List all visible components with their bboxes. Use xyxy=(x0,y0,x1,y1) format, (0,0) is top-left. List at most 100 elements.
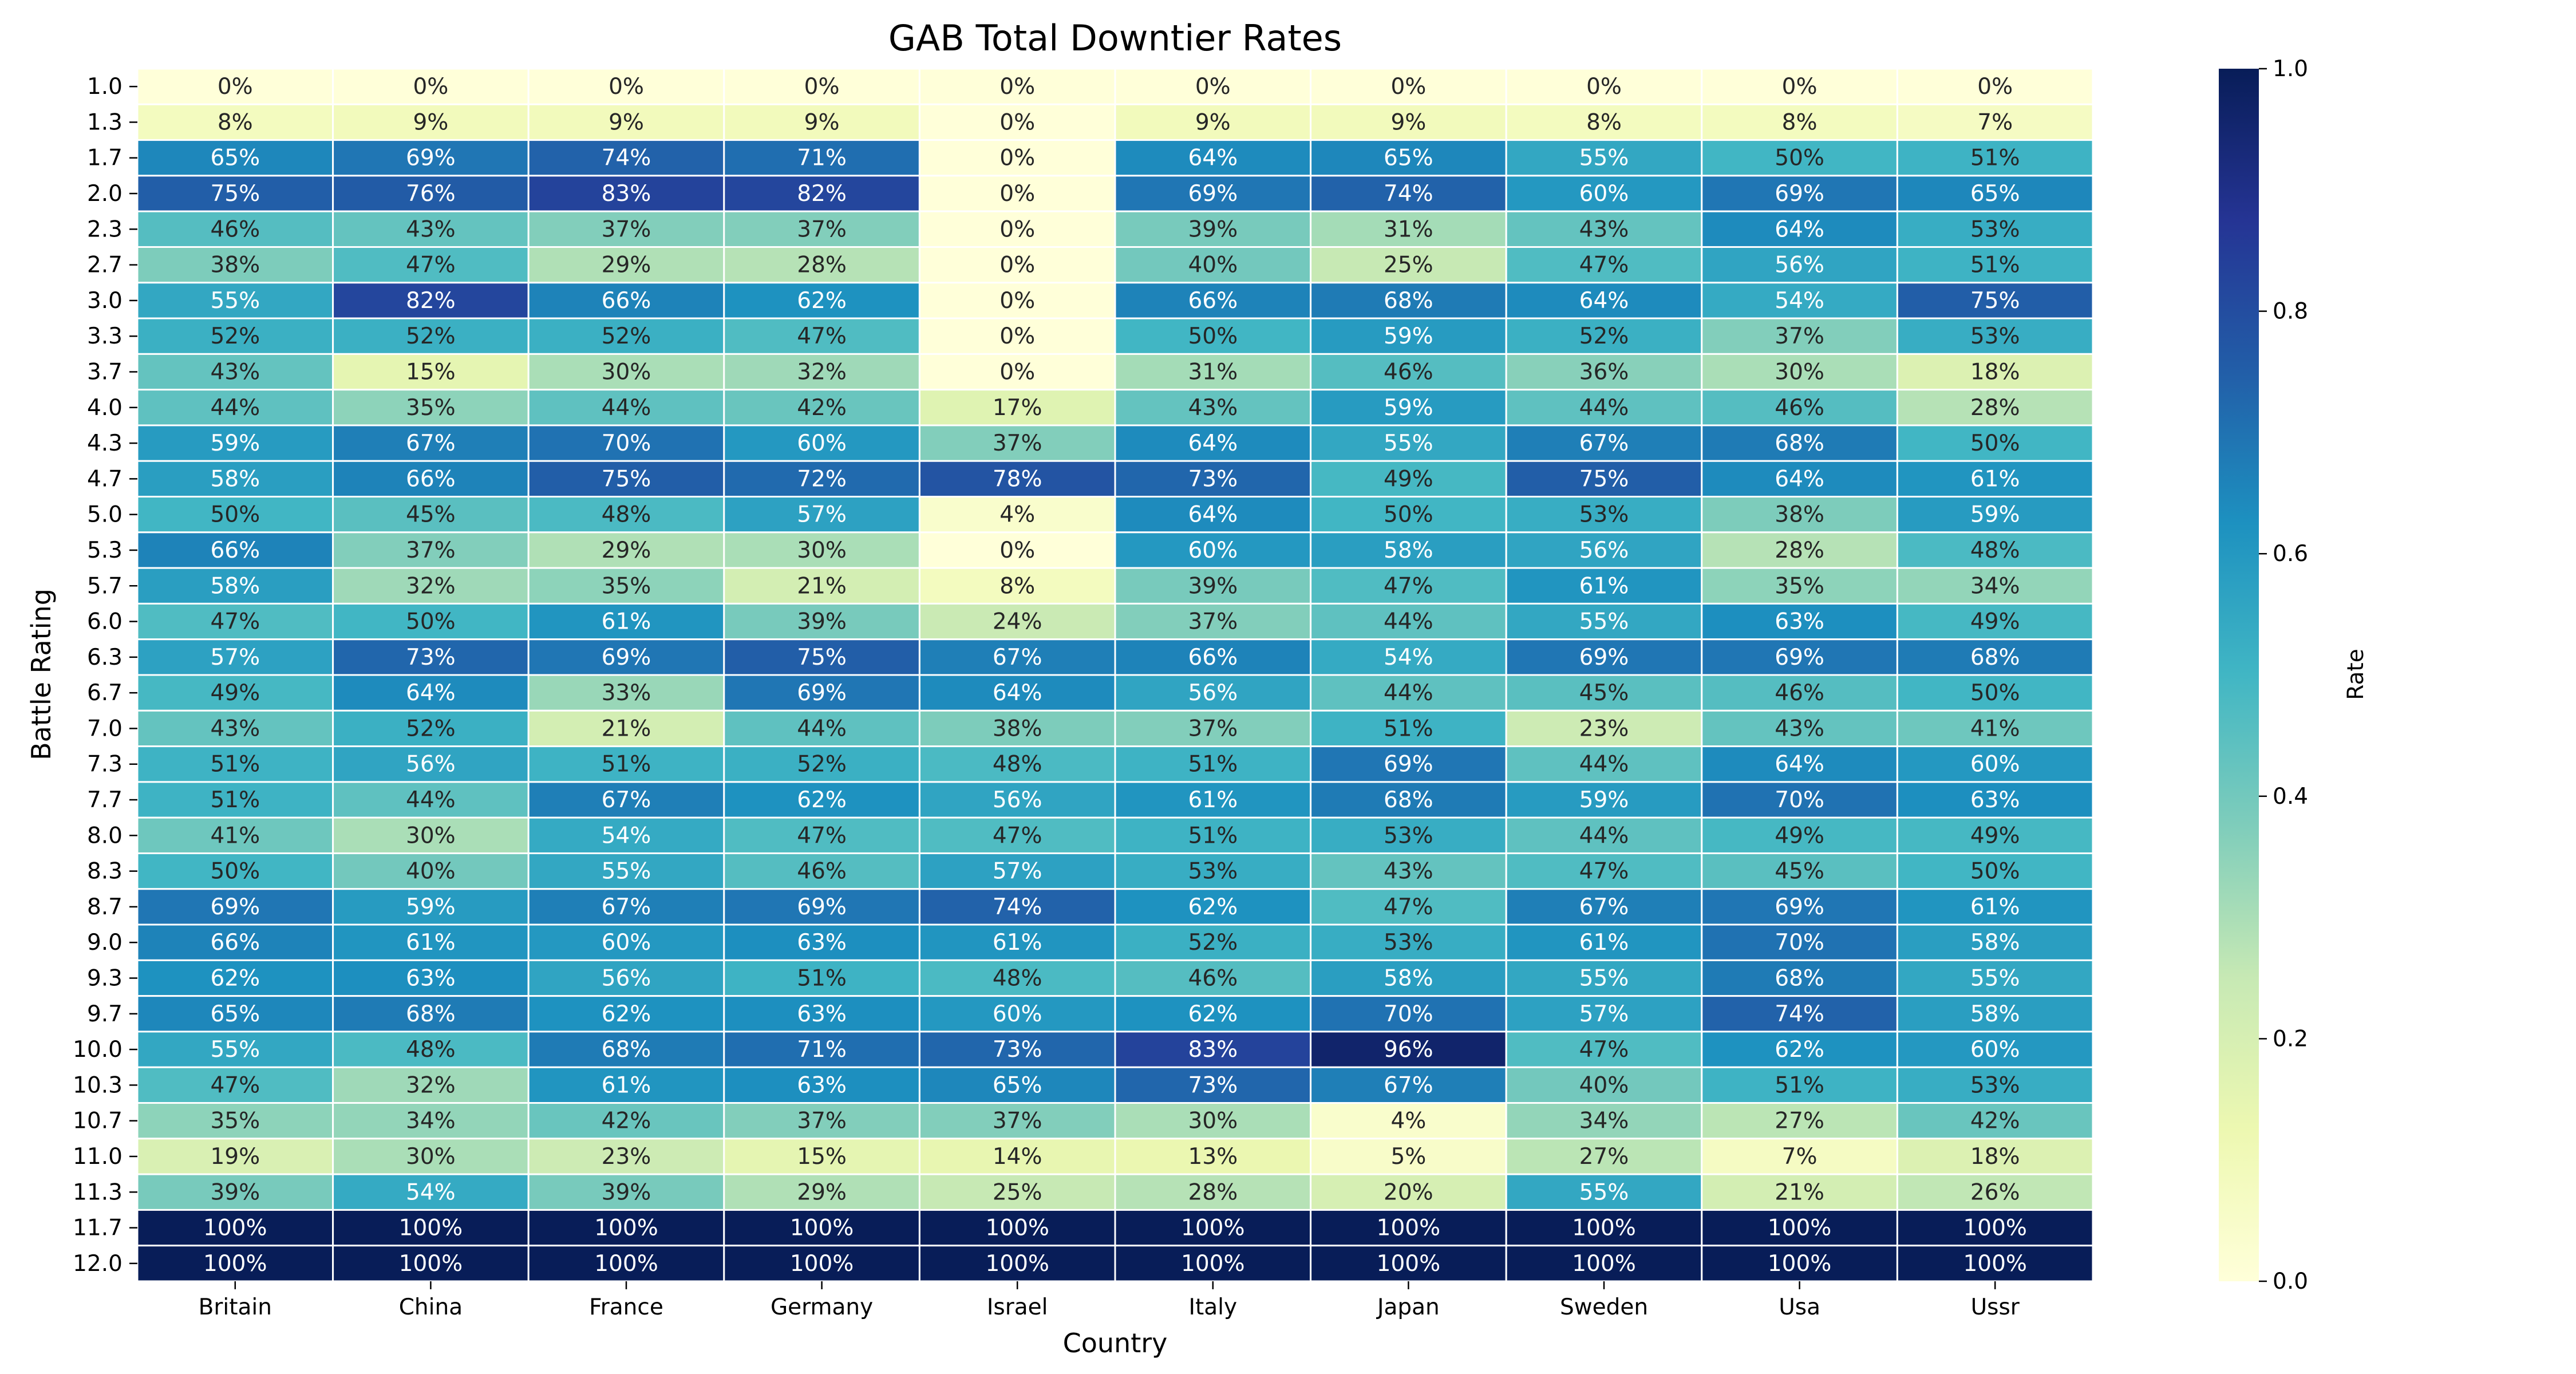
cell-value-label: 55% xyxy=(602,859,651,885)
heatmap-cell xyxy=(332,210,530,248)
heatmap-cell xyxy=(1701,103,1898,141)
cell-value-label: 73% xyxy=(1188,466,1238,492)
heatmap-cell xyxy=(1896,1102,2094,1140)
heatmap-cell xyxy=(1896,781,2094,819)
cell-value-label: 43% xyxy=(210,716,260,741)
cell-value-label: 28% xyxy=(797,252,847,278)
cell-value-label: 9% xyxy=(1390,109,1426,135)
cell-value-label: 69% xyxy=(210,894,260,920)
cell-value-label: 71% xyxy=(797,1037,847,1063)
cell-value-label: 74% xyxy=(602,145,651,171)
cell-value-label: 37% xyxy=(406,538,456,563)
heatmap-cell xyxy=(1505,852,1703,890)
x-tick-label: Usa xyxy=(1779,1294,1820,1320)
heatmap-cell xyxy=(1114,1209,1312,1247)
cell-value-label: 60% xyxy=(1970,1037,2020,1063)
cell-value-label: 13% xyxy=(1188,1144,1238,1170)
cell-value-label: 50% xyxy=(1384,502,1433,528)
cell-value-label: 65% xyxy=(993,1072,1042,1098)
cell-value-label: 46% xyxy=(1775,395,1824,421)
cell-value-label: 58% xyxy=(1384,538,1433,563)
heatmap-cell xyxy=(1896,460,2094,498)
cell-value-label: 0% xyxy=(999,288,1035,314)
heatmap-cell xyxy=(1310,282,1507,319)
cell-value-label: 51% xyxy=(797,966,847,992)
cell-value-label: 47% xyxy=(1579,1037,1629,1063)
heatmap-cell xyxy=(1701,210,1898,248)
cell-value-label: 56% xyxy=(993,787,1042,813)
heatmap-cell xyxy=(1505,68,1703,105)
cell-value-label: 100% xyxy=(399,1215,463,1241)
heatmap-cell xyxy=(918,852,1116,890)
heatmap-cell xyxy=(527,745,725,783)
cell-value-label: 49% xyxy=(1970,609,2020,635)
cell-value-label: 61% xyxy=(406,930,456,956)
cell-value-label: 58% xyxy=(1970,1001,2020,1027)
heatmap-cell xyxy=(527,1138,725,1175)
y-axis-label: Battle Rating xyxy=(26,589,57,760)
cell-value-label: 30% xyxy=(406,1144,456,1170)
cell-value-label: 74% xyxy=(993,894,1042,920)
cell-value-label: 100% xyxy=(985,1215,1049,1241)
cell-value-label: 64% xyxy=(1775,466,1824,492)
cell-value-label: 100% xyxy=(790,1251,854,1277)
cell-value-label: 37% xyxy=(993,1108,1042,1134)
cell-value-label: 29% xyxy=(797,1179,847,1205)
heatmap-cell xyxy=(1896,567,2094,605)
cell-value-label: 21% xyxy=(602,716,651,741)
cell-value-label: 47% xyxy=(210,609,260,635)
y-tick-label: 5.3 xyxy=(87,538,123,563)
cell-value-label: 58% xyxy=(1384,966,1433,992)
cell-value-label: 60% xyxy=(797,431,847,456)
heatmap-cell xyxy=(1114,210,1312,248)
cell-value-label: 41% xyxy=(1970,716,2020,741)
cell-value-label: 34% xyxy=(1579,1108,1629,1134)
cell-value-label: 100% xyxy=(1377,1215,1441,1241)
heatmap-cell xyxy=(1114,995,1312,1033)
cell-value-label: 69% xyxy=(406,145,456,171)
y-tick-label: 10.3 xyxy=(73,1072,123,1098)
y-tick-label: 8.7 xyxy=(87,894,123,920)
heatmap-cell xyxy=(332,1138,530,1175)
heatmap-cell xyxy=(1505,531,1703,569)
cell-value-label: 69% xyxy=(1775,645,1824,670)
heatmap-cell xyxy=(1701,282,1898,319)
cell-value-label: 82% xyxy=(797,181,847,207)
heatmap-cell xyxy=(136,175,334,212)
cell-value-label: 28% xyxy=(1970,395,2020,421)
cell-value-label: 58% xyxy=(210,573,260,599)
cell-value-label: 50% xyxy=(406,609,456,635)
cell-value-label: 68% xyxy=(406,1001,456,1027)
heatmap-cell xyxy=(1114,816,1312,854)
cell-value-label: 59% xyxy=(1384,395,1433,421)
cell-value-label: 61% xyxy=(602,609,651,635)
x-tick-label: Japan xyxy=(1376,1294,1440,1320)
heatmap-cell xyxy=(1114,317,1312,355)
cell-value-label: 47% xyxy=(1579,859,1629,885)
cell-value-label: 37% xyxy=(993,431,1042,456)
cell-value-label: 67% xyxy=(1384,1072,1433,1098)
heatmap-cell xyxy=(332,567,530,605)
heatmap-cell xyxy=(1114,1173,1312,1211)
cell-value-label: 0% xyxy=(1195,74,1231,100)
cell-value-label: 69% xyxy=(1579,645,1629,670)
heatmap-cell xyxy=(136,602,334,641)
heatmap-cell xyxy=(1114,674,1312,712)
cell-value-label: 70% xyxy=(1384,1001,1433,1027)
cell-value-label: 61% xyxy=(602,1072,651,1098)
colorbar-tick-label: 0.6 xyxy=(2273,541,2308,567)
cell-value-label: 69% xyxy=(797,680,847,706)
heatmap-cell xyxy=(136,745,334,783)
cell-value-label: 75% xyxy=(1970,288,2020,314)
x-tick-label: Italy xyxy=(1188,1294,1237,1320)
heatmap-cell xyxy=(1896,816,2094,854)
cell-value-label: 44% xyxy=(602,395,651,421)
cell-value-label: 46% xyxy=(1775,680,1824,706)
cell-value-label: 30% xyxy=(1775,360,1824,385)
heatmap-cell xyxy=(1505,424,1703,462)
heatmap-cell xyxy=(1310,1209,1507,1247)
heatmap-cell xyxy=(1310,353,1507,391)
heatmap-cell xyxy=(918,567,1116,605)
y-tick-label: 6.7 xyxy=(87,680,123,706)
cell-value-label: 67% xyxy=(406,431,456,456)
